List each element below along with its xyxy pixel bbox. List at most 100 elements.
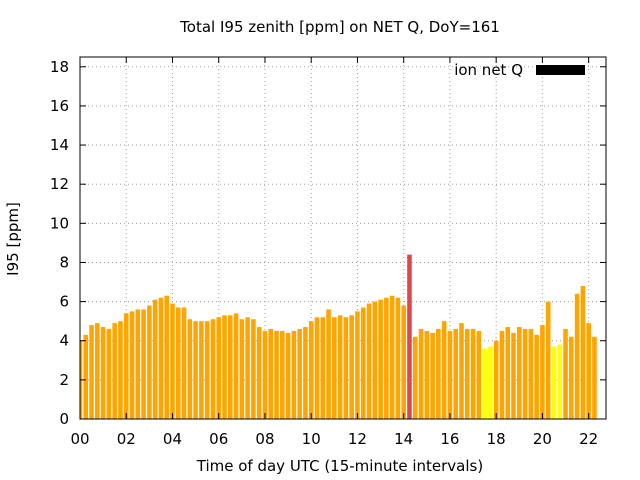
bar [522, 328, 528, 419]
x-tick-label: 12 [348, 430, 367, 448]
x-tick-label: 20 [533, 430, 552, 448]
bar [401, 305, 406, 419]
x-axis-ticks: 00 02 04 06 08 10 12 14 16 18 20 22 [70, 57, 598, 448]
y-tick-label: 0 [59, 410, 69, 428]
bar [586, 323, 591, 419]
bar [569, 336, 574, 419]
bar [412, 336, 418, 419]
bar [123, 313, 129, 419]
x-tick-label: 00 [70, 430, 89, 448]
bar [193, 321, 198, 419]
bar [360, 307, 366, 419]
x-tick-label: 02 [117, 430, 136, 448]
bar [129, 311, 135, 419]
bar [545, 301, 551, 419]
bar-low [557, 344, 563, 419]
bar [147, 305, 152, 419]
y-tick-label: 14 [50, 136, 69, 154]
bar [135, 309, 141, 419]
bar [343, 317, 349, 419]
bar [227, 315, 233, 419]
bar [216, 317, 222, 419]
y-tick-label: 6 [59, 293, 69, 311]
plot-frame [79, 56, 607, 420]
bar [418, 328, 424, 419]
grid-lines [80, 57, 606, 419]
bar [118, 321, 123, 419]
bar [100, 327, 106, 419]
legend-swatch [536, 65, 585, 75]
bar [436, 328, 441, 419]
bar [112, 323, 117, 419]
bar [540, 325, 545, 419]
bar [366, 303, 372, 419]
bar [505, 327, 511, 419]
x-tick-label: 22 [579, 430, 598, 448]
x-tick-label: 08 [255, 430, 274, 448]
bar [245, 317, 250, 419]
bar [320, 317, 326, 419]
y-tick-label: 4 [59, 332, 69, 350]
bar [303, 327, 308, 419]
bar [158, 297, 164, 419]
bar [141, 309, 146, 419]
bar [470, 328, 476, 419]
bar [285, 332, 291, 419]
bar [175, 307, 181, 419]
bar [95, 323, 100, 419]
bar [424, 330, 430, 419]
bar-low [488, 346, 493, 419]
bar [355, 311, 360, 419]
bar [493, 340, 499, 419]
x-tick-label: 16 [440, 430, 459, 448]
bar [372, 301, 378, 419]
bar [592, 336, 597, 419]
bar [464, 328, 470, 419]
x-tick-label: 14 [394, 430, 413, 448]
bar [441, 321, 447, 419]
y-axis-label: I95 [ppm] [4, 202, 22, 276]
bar [349, 315, 354, 419]
bar [453, 328, 459, 419]
bar [517, 327, 522, 419]
bar [170, 303, 175, 419]
bar [239, 319, 245, 419]
x-tick-label: 04 [163, 430, 182, 448]
chart-title: Total I95 zenith [ppm] on NET Q, DoY=161 [179, 18, 500, 36]
bar [378, 299, 383, 419]
bar [574, 293, 580, 419]
bar [563, 328, 568, 419]
bar [534, 334, 539, 419]
bar [152, 299, 158, 419]
bar-low [482, 348, 487, 419]
bar [251, 319, 256, 419]
x-axis-label: Time of day UTC (15-minute intervals) [196, 457, 483, 475]
legend: ion net Q [454, 61, 585, 79]
bar [395, 297, 401, 419]
bar [199, 321, 204, 419]
y-tick-label: 12 [50, 175, 69, 193]
bar-low [551, 346, 557, 419]
bar [256, 327, 262, 419]
bar [210, 319, 216, 419]
bar [499, 330, 505, 419]
bar [389, 295, 395, 419]
bar [511, 332, 516, 419]
bar [83, 334, 89, 419]
bar [222, 315, 227, 419]
y-tick-label: 10 [50, 214, 69, 232]
bar [164, 295, 169, 419]
y-tick-label: 16 [50, 97, 69, 115]
bar [204, 321, 210, 419]
x-tick-label: 10 [302, 430, 321, 448]
bar [308, 321, 314, 419]
bar [332, 317, 337, 419]
bar [291, 330, 297, 419]
y-tick-label: 8 [59, 253, 69, 271]
bars [80, 254, 597, 419]
bar [528, 328, 534, 419]
bar [280, 330, 285, 419]
bar [89, 325, 94, 419]
x-tick-label: 18 [487, 430, 506, 448]
